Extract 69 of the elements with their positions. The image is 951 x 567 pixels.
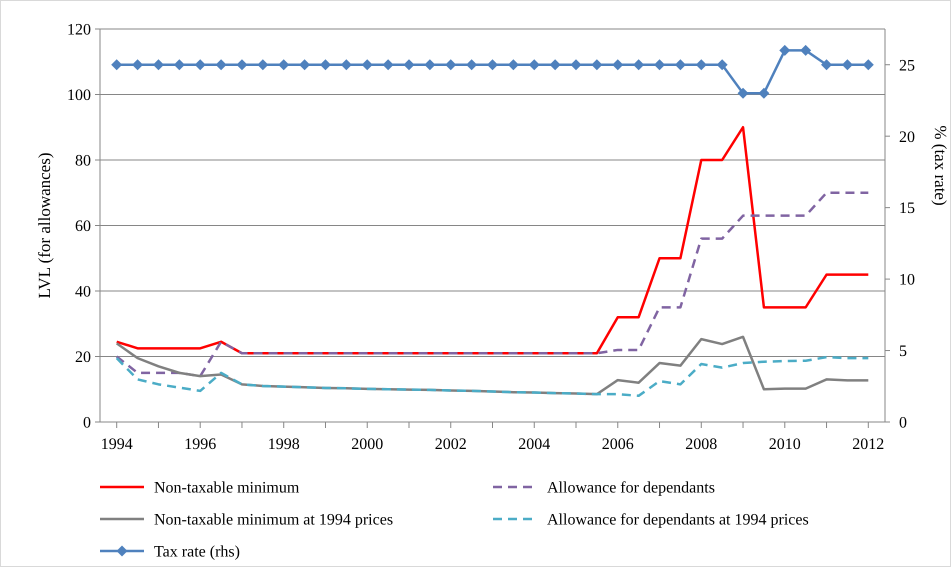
point xyxy=(487,59,498,70)
point xyxy=(424,59,436,70)
line-series xyxy=(115,356,870,398)
legend-label: Allowance for dependants xyxy=(547,480,715,497)
point xyxy=(403,59,414,70)
x-tick-label: 2010 xyxy=(768,436,801,453)
point xyxy=(216,59,227,70)
y-tick-label: 0 xyxy=(83,414,91,432)
point xyxy=(550,59,561,70)
point xyxy=(674,59,686,70)
x-tick-label: 1996 xyxy=(184,436,216,453)
point xyxy=(299,59,310,70)
point xyxy=(842,59,853,70)
point xyxy=(696,59,707,70)
legend-label: Allowance for dependants at 1994 prices xyxy=(547,512,809,529)
x-tick-label: 1998 xyxy=(268,436,300,453)
point xyxy=(278,59,290,70)
y2-axis-title: % (tax rate) xyxy=(931,125,950,206)
point xyxy=(340,59,352,70)
y2-tick-label: 25 xyxy=(899,57,915,74)
y-axis-title: LVL (for allowances) xyxy=(35,152,54,299)
legend-label: Non-taxable minimum xyxy=(154,480,300,497)
y2-tick-label: 20 xyxy=(899,128,915,146)
point xyxy=(612,59,624,70)
point xyxy=(862,59,874,70)
x-tick-label: 2008 xyxy=(685,436,718,453)
point xyxy=(800,44,812,56)
point xyxy=(528,59,540,70)
legend-label: Tax rate (rhs) xyxy=(154,544,240,561)
point xyxy=(236,59,248,70)
y-tick-label: 120 xyxy=(67,22,91,39)
y-tick-label: 80 xyxy=(75,152,91,170)
x-tick-label: 2006 xyxy=(602,436,634,453)
x-tick-label: 2012 xyxy=(852,436,884,453)
y2-tick-label: 10 xyxy=(899,272,915,289)
point xyxy=(194,59,206,70)
x-tick-label: 2004 xyxy=(518,436,550,453)
point xyxy=(152,59,164,70)
point xyxy=(132,59,144,70)
point xyxy=(738,88,749,99)
point xyxy=(111,59,122,70)
point xyxy=(758,88,770,99)
y-tick-label: 20 xyxy=(75,349,91,366)
x-tick-label: 1994 xyxy=(100,436,133,453)
y2-tick-label: 15 xyxy=(899,200,915,218)
point xyxy=(445,59,456,70)
point xyxy=(466,59,478,70)
point xyxy=(633,59,644,70)
point xyxy=(257,59,268,70)
y2-tick-label: 0 xyxy=(899,414,907,432)
legend-label: Non-taxable minimum at 1994 prices xyxy=(154,512,394,529)
point xyxy=(591,59,602,70)
y-tick-label: 100 xyxy=(67,87,91,104)
point xyxy=(382,59,394,70)
point xyxy=(174,59,185,70)
x-tick-label: 2000 xyxy=(351,436,384,453)
point xyxy=(821,59,832,70)
point xyxy=(508,59,519,70)
point xyxy=(779,44,790,56)
y2-tick-label: 5 xyxy=(899,343,907,360)
y-tick-label: 40 xyxy=(75,284,91,301)
point xyxy=(654,59,666,70)
line-series xyxy=(115,192,870,378)
point xyxy=(320,59,331,70)
x-tick-label: 2002 xyxy=(434,436,467,453)
point xyxy=(716,59,728,70)
y-tick-label: 60 xyxy=(75,218,91,236)
point xyxy=(570,59,582,70)
point xyxy=(362,59,373,70)
